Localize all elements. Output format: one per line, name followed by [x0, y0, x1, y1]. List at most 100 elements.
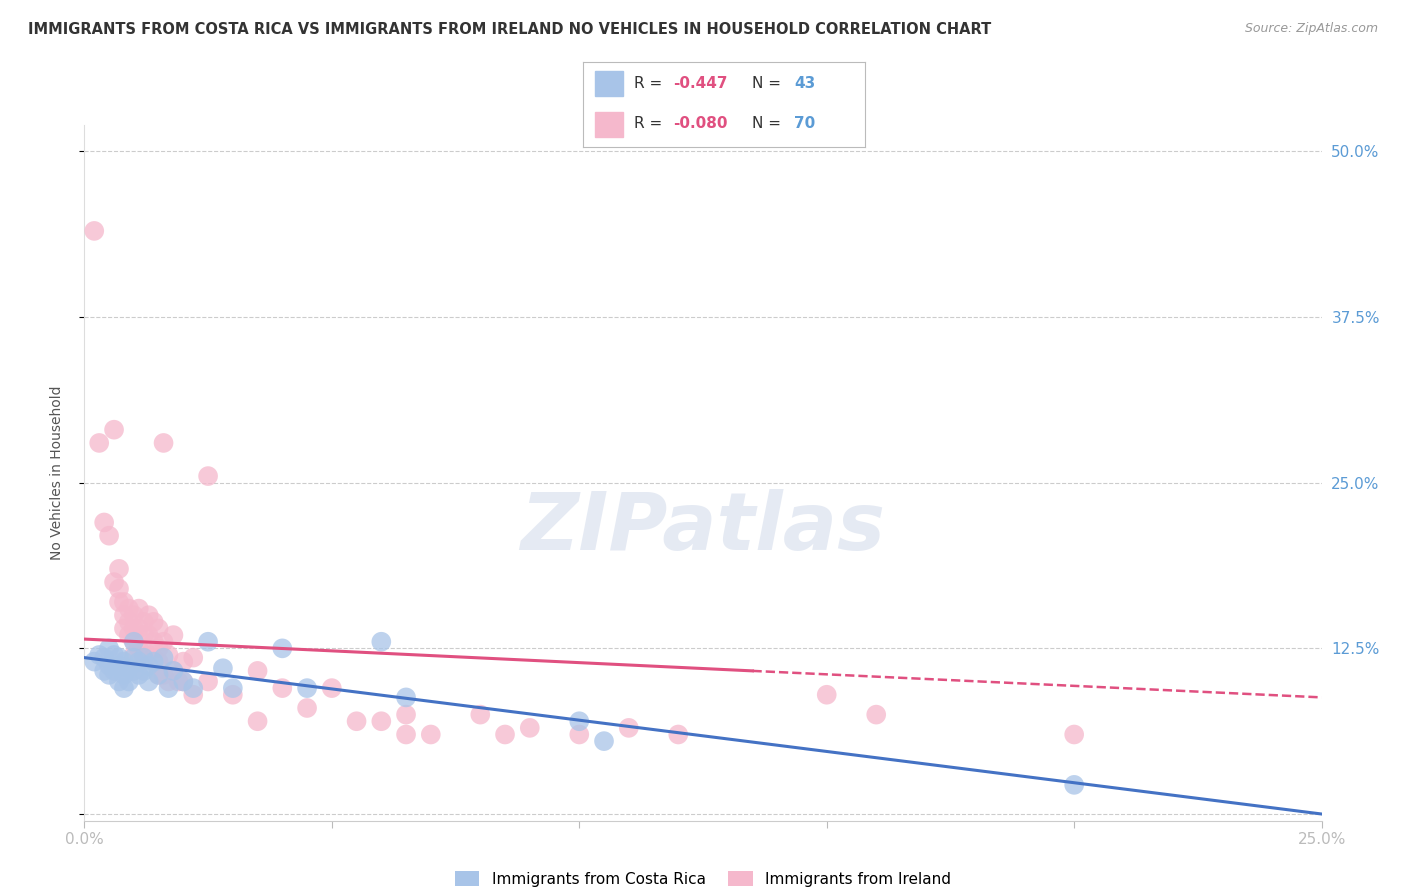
- Point: [157, 674, 180, 689]
- Point: [112, 622, 135, 636]
- Point: [1063, 727, 1085, 741]
- Point: [197, 634, 219, 648]
- Point: [118, 661, 141, 675]
- Point: [148, 655, 170, 669]
- Legend: Immigrants from Costa Rica, Immigrants from Ireland: Immigrants from Costa Rica, Immigrants f…: [449, 865, 957, 892]
- Text: 43: 43: [794, 76, 815, 91]
- Point: [152, 634, 174, 648]
- Point: [112, 668, 135, 682]
- Bar: [595, 112, 623, 137]
- Point: [108, 582, 131, 596]
- Point: [128, 655, 150, 669]
- Point: [108, 595, 131, 609]
- Text: ZIPatlas: ZIPatlas: [520, 490, 886, 567]
- Point: [172, 674, 194, 689]
- Point: [865, 707, 887, 722]
- Point: [112, 655, 135, 669]
- Point: [108, 562, 131, 576]
- Point: [98, 529, 121, 543]
- Point: [148, 668, 170, 682]
- Point: [157, 681, 180, 695]
- Text: Source: ZipAtlas.com: Source: ZipAtlas.com: [1244, 22, 1378, 36]
- Point: [395, 727, 418, 741]
- Point: [138, 674, 160, 689]
- Point: [128, 601, 150, 615]
- Point: [246, 714, 269, 729]
- Point: [118, 628, 141, 642]
- Point: [108, 650, 131, 665]
- Point: [1063, 778, 1085, 792]
- Bar: [595, 71, 623, 96]
- Point: [128, 622, 150, 636]
- Point: [128, 641, 150, 656]
- Point: [132, 664, 155, 678]
- Point: [142, 634, 165, 648]
- Point: [222, 688, 245, 702]
- Point: [132, 648, 155, 662]
- Point: [103, 664, 125, 678]
- Point: [370, 714, 392, 729]
- Point: [815, 688, 838, 702]
- Point: [83, 655, 105, 669]
- Text: N =: N =: [752, 76, 786, 91]
- Point: [112, 608, 135, 623]
- Point: [118, 615, 141, 629]
- Point: [132, 650, 155, 665]
- Point: [346, 714, 368, 729]
- Point: [181, 688, 204, 702]
- Text: 70: 70: [794, 116, 815, 131]
- Point: [108, 658, 131, 673]
- Y-axis label: No Vehicles in Household: No Vehicles in Household: [49, 385, 63, 560]
- Point: [181, 650, 204, 665]
- Point: [98, 641, 121, 656]
- Point: [89, 648, 111, 662]
- Point: [494, 727, 516, 741]
- Point: [122, 608, 145, 623]
- Point: [568, 727, 591, 741]
- Point: [519, 721, 541, 735]
- Point: [181, 681, 204, 695]
- Point: [167, 674, 190, 689]
- Point: [103, 648, 125, 662]
- Point: [148, 668, 170, 682]
- Point: [370, 634, 392, 648]
- Point: [162, 628, 184, 642]
- Point: [93, 664, 115, 678]
- Text: IMMIGRANTS FROM COSTA RICA VS IMMIGRANTS FROM IRELAND NO VEHICLES IN HOUSEHOLD C: IMMIGRANTS FROM COSTA RICA VS IMMIGRANTS…: [28, 22, 991, 37]
- Point: [89, 436, 111, 450]
- Point: [162, 664, 184, 678]
- Point: [122, 648, 145, 662]
- Point: [152, 650, 174, 665]
- Point: [568, 714, 591, 729]
- Point: [98, 658, 121, 673]
- Point: [162, 664, 184, 678]
- Point: [142, 615, 165, 629]
- Point: [395, 707, 418, 722]
- Point: [108, 674, 131, 689]
- Point: [93, 650, 115, 665]
- Point: [666, 727, 689, 741]
- Point: [395, 690, 418, 705]
- Point: [132, 628, 155, 642]
- Point: [138, 658, 160, 673]
- Point: [271, 641, 294, 656]
- Point: [132, 615, 155, 629]
- Point: [295, 701, 318, 715]
- Point: [138, 608, 160, 623]
- Point: [112, 595, 135, 609]
- Point: [222, 681, 245, 695]
- Point: [122, 622, 145, 636]
- Text: -0.447: -0.447: [673, 76, 728, 91]
- Point: [112, 681, 135, 695]
- Point: [172, 674, 194, 689]
- Text: R =: R =: [634, 76, 668, 91]
- Point: [138, 628, 160, 642]
- Point: [148, 641, 170, 656]
- Point: [103, 575, 125, 590]
- Point: [142, 650, 165, 665]
- Point: [118, 674, 141, 689]
- Point: [617, 721, 640, 735]
- Point: [419, 727, 441, 741]
- Point: [148, 622, 170, 636]
- Point: [470, 707, 492, 722]
